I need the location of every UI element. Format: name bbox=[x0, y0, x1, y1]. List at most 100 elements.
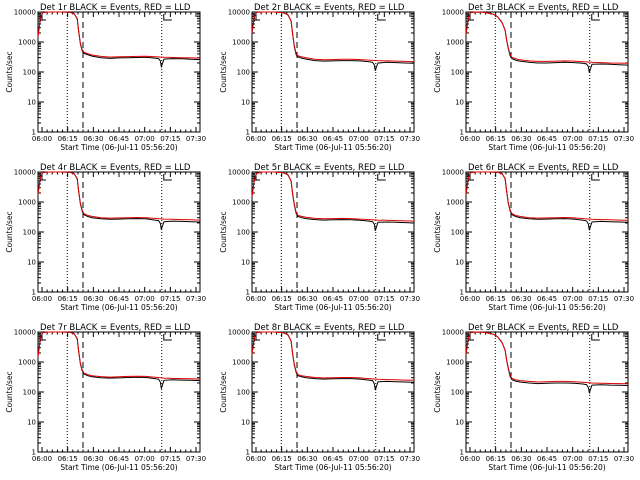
y-tick-label: 10 bbox=[241, 99, 250, 107]
plot-frame bbox=[37, 171, 201, 293]
y-tick-label: 100 bbox=[237, 69, 250, 77]
y-tick-label: 1 bbox=[32, 289, 36, 297]
x-tick-label: 07:15 bbox=[160, 135, 180, 143]
x-tick-label: 06:15 bbox=[272, 295, 292, 303]
corner-marker bbox=[377, 334, 386, 341]
y-tick-label: 1 bbox=[460, 289, 464, 297]
corner-marker bbox=[377, 14, 386, 21]
x-tick-label: 06:45 bbox=[109, 295, 129, 303]
y-tick-label: 10 bbox=[455, 99, 464, 107]
y-tick-label: 100 bbox=[23, 69, 36, 77]
x-tick-label: 07:15 bbox=[374, 135, 394, 143]
panel-title: Det 3r BLACK = Events, RED = LLD bbox=[468, 3, 619, 13]
x-tick-label: 06:45 bbox=[109, 135, 129, 143]
x-axis-label: Start Time (06-Jul-11 05:56:20) bbox=[60, 303, 177, 312]
x-tick-label: 06:30 bbox=[83, 295, 103, 303]
x-tick-label: 07:30 bbox=[186, 135, 206, 143]
plot-frame bbox=[465, 331, 629, 453]
x-tick-label: 06:00 bbox=[460, 295, 480, 303]
corner-marker bbox=[163, 174, 172, 181]
y-tick-label: 10000 bbox=[442, 9, 464, 17]
y-tick-label: 1000 bbox=[18, 359, 36, 367]
x-tick-label: 06:30 bbox=[297, 455, 317, 463]
x-tick-label: 06:45 bbox=[109, 455, 129, 463]
y-tick-label: 10000 bbox=[228, 329, 250, 337]
x-tick-label: 07:00 bbox=[349, 295, 369, 303]
x-tick-label: 07:15 bbox=[160, 455, 180, 463]
series-events-line bbox=[37, 171, 201, 230]
x-tick-label: 07:00 bbox=[349, 135, 369, 143]
x-tick-label: 06:00 bbox=[32, 295, 52, 303]
x-tick-label: 06:00 bbox=[246, 295, 266, 303]
panel-det-9: Det 9r BLACK = Events, RED = LLD 1 10 100 10… bbox=[433, 323, 634, 472]
corner-marker bbox=[163, 334, 172, 341]
x-tick-label: 06:30 bbox=[83, 455, 103, 463]
y-tick-label: 100 bbox=[451, 229, 464, 237]
x-tick-label: 07:15 bbox=[588, 455, 608, 463]
series-events-line bbox=[465, 171, 629, 231]
y-tick-label: 1000 bbox=[446, 199, 464, 207]
y-tick-label: 1000 bbox=[446, 359, 464, 367]
panel-det-7: Det 7r BLACK = Events, RED = LLD 1 10 100 10… bbox=[5, 323, 206, 472]
x-tick-label: 06:45 bbox=[537, 455, 557, 463]
panel-title: Det 1r BLACK = Events, RED = LLD bbox=[40, 3, 191, 13]
x-tick-label: 06:00 bbox=[246, 455, 266, 463]
plot-frame bbox=[251, 331, 415, 453]
series-events-line bbox=[251, 331, 415, 391]
series-lld-line bbox=[37, 11, 201, 59]
y-tick-label: 1000 bbox=[446, 39, 464, 47]
x-tick-label: 06:45 bbox=[323, 135, 343, 143]
y-tick-label: 1000 bbox=[18, 199, 36, 207]
panel-title: Det 6r BLACK = Events, RED = LLD bbox=[468, 163, 619, 173]
x-tick-label: 07:15 bbox=[374, 455, 394, 463]
plot-frame bbox=[465, 11, 629, 133]
y-tick-label: 100 bbox=[237, 389, 250, 397]
y-tick-label: 1000 bbox=[232, 359, 250, 367]
plot-frame bbox=[37, 331, 201, 453]
y-axis-label: Counts/sec bbox=[219, 51, 228, 92]
series-events-line bbox=[251, 11, 415, 71]
plot-frame bbox=[465, 171, 629, 293]
y-axis-label: Counts/sec bbox=[219, 371, 228, 412]
y-tick-label: 10000 bbox=[228, 169, 250, 177]
x-tick-label: 06:30 bbox=[297, 295, 317, 303]
x-axis-label: Start Time (06-Jul-11 05:56:20) bbox=[274, 303, 391, 312]
series-lld-line bbox=[251, 331, 415, 381]
x-tick-label: 06:00 bbox=[246, 135, 266, 143]
series-lld-line bbox=[37, 331, 201, 380]
y-axis-label: Counts/sec bbox=[433, 51, 442, 92]
y-tick-label: 100 bbox=[23, 229, 36, 237]
y-tick-label: 1 bbox=[32, 449, 36, 457]
x-tick-label: 07:00 bbox=[135, 295, 155, 303]
x-tick-label: 06:45 bbox=[323, 455, 343, 463]
x-tick-label: 07:30 bbox=[614, 295, 634, 303]
y-tick-label: 1000 bbox=[232, 39, 250, 47]
y-tick-label: 100 bbox=[451, 69, 464, 77]
series-lld-line bbox=[465, 331, 629, 385]
panel-title: Det 5r BLACK = Events, RED = LLD bbox=[254, 163, 405, 173]
y-tick-label: 10 bbox=[241, 259, 250, 267]
x-tick-label: 06:15 bbox=[486, 455, 506, 463]
x-tick-label: 06:30 bbox=[511, 295, 531, 303]
series-events-line bbox=[37, 331, 201, 389]
plot-frame bbox=[251, 171, 415, 293]
x-tick-label: 06:30 bbox=[511, 455, 531, 463]
x-tick-label: 07:00 bbox=[563, 455, 583, 463]
x-axis-label: Start Time (06-Jul-11 05:56:20) bbox=[60, 143, 177, 152]
x-tick-label: 07:30 bbox=[400, 295, 420, 303]
y-tick-label: 10 bbox=[27, 419, 36, 427]
y-axis-label: Counts/sec bbox=[5, 371, 14, 412]
x-axis-label: Start Time (06-Jul-11 05:56:20) bbox=[274, 463, 391, 472]
y-tick-label: 10 bbox=[455, 419, 464, 427]
x-tick-label: 07:00 bbox=[135, 455, 155, 463]
x-tick-label: 07:30 bbox=[186, 295, 206, 303]
y-tick-label: 1000 bbox=[18, 39, 36, 47]
x-tick-label: 06:30 bbox=[511, 135, 531, 143]
y-tick-label: 10 bbox=[27, 259, 36, 267]
x-axis-label: Start Time (06-Jul-11 05:56:20) bbox=[274, 143, 391, 152]
x-tick-label: 07:00 bbox=[563, 135, 583, 143]
plot-frame bbox=[37, 11, 201, 133]
x-tick-label: 06:15 bbox=[486, 135, 506, 143]
y-axis-label: Counts/sec bbox=[433, 371, 442, 412]
